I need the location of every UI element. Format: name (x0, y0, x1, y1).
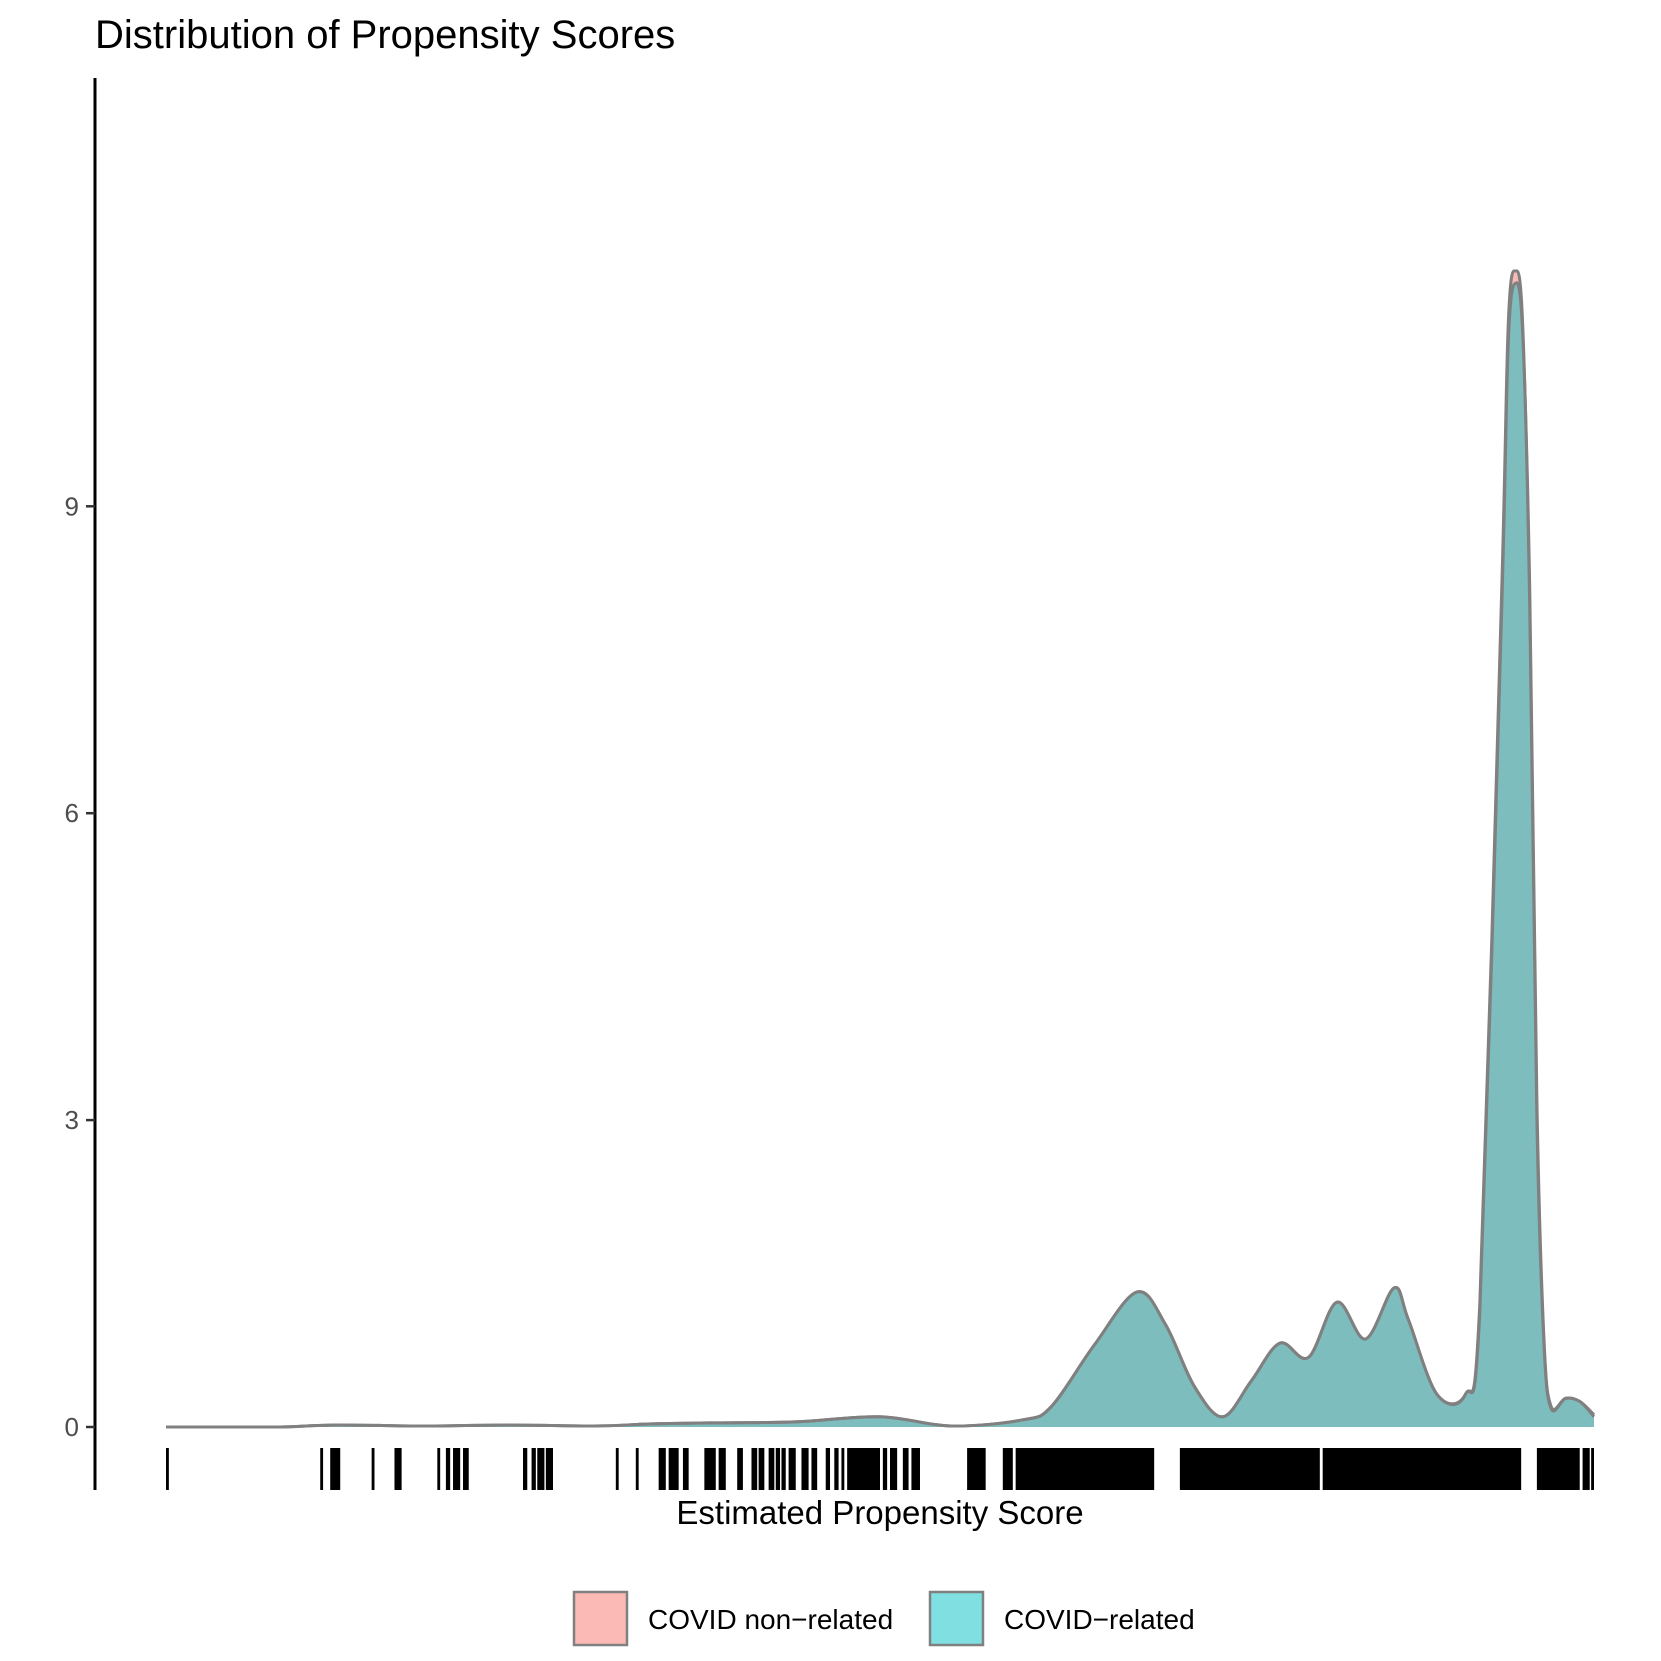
rug-mark (882, 1448, 888, 1490)
rug-mark (1536, 1448, 1580, 1490)
y-axis-ticks: 0 3 6 9 (65, 491, 95, 1442)
rug-mark (668, 1448, 679, 1490)
legend-label-related: COVID−related (1004, 1604, 1195, 1635)
rug-mark (166, 1448, 169, 1490)
density-outline-series-0 (165, 269, 1596, 1429)
rug-mark (911, 1448, 920, 1490)
rug-mark (775, 1448, 781, 1490)
rug-mark (537, 1448, 545, 1490)
rug-mark (394, 1448, 402, 1490)
y-tick-label: 9 (65, 491, 79, 521)
rug-mark (847, 1448, 880, 1490)
rug-mark (890, 1448, 898, 1490)
rug-mark (841, 1448, 845, 1490)
rug-mark (635, 1448, 639, 1490)
rug-mark (1591, 1448, 1594, 1490)
rug-mark (801, 1448, 809, 1490)
legend-swatch-non-related (572, 1590, 629, 1647)
rug-mark (1015, 1448, 1155, 1490)
rug-mark (781, 1448, 786, 1490)
y-tick-label: 6 (65, 798, 79, 828)
rug-mark (615, 1448, 619, 1490)
x-axis-label: Estimated Propensity Score (676, 1494, 1083, 1531)
rug-mark (788, 1448, 796, 1490)
rug-mark (523, 1448, 528, 1490)
y-tick-label: 0 (65, 1412, 79, 1442)
chart-title: Distribution of Propensity Scores (95, 13, 675, 57)
rug-layer (166, 1448, 1594, 1490)
legend-swatch-related (928, 1590, 985, 1647)
rug-mark (967, 1448, 986, 1490)
rug-mark (320, 1448, 324, 1490)
rug-mark (1582, 1448, 1590, 1490)
rug-mark (811, 1448, 818, 1490)
density-outline-series-1 (165, 281, 1596, 1429)
rug-mark (737, 1448, 743, 1490)
rug-mark (545, 1448, 553, 1490)
rug-mark (825, 1448, 831, 1490)
rug-mark (453, 1448, 461, 1490)
rug-mark (445, 1448, 451, 1490)
density-layer (165, 269, 1596, 1429)
rug-mark (371, 1448, 375, 1490)
rug-mark (330, 1448, 341, 1490)
y-tick-label: 3 (65, 1105, 79, 1135)
density-area-series-0 (166, 270, 1594, 1427)
rug-mark (1002, 1448, 1013, 1490)
rug-mark (682, 1448, 689, 1490)
legend: COVID non−related COVID−related (572, 1590, 1195, 1647)
rug-mark (704, 1448, 716, 1490)
rug-mark (834, 1448, 839, 1490)
rug-mark (437, 1448, 441, 1490)
rug-mark (758, 1448, 765, 1490)
rug-mark (1179, 1448, 1320, 1490)
legend-label-non-related: COVID non−related (648, 1604, 893, 1635)
rug-mark (1322, 1448, 1522, 1490)
rug-mark (658, 1448, 666, 1490)
rug-mark (531, 1448, 536, 1490)
rug-mark (902, 1448, 909, 1490)
rug-mark (718, 1448, 726, 1490)
rug-mark (751, 1448, 758, 1490)
density-area-series-1 (166, 282, 1594, 1428)
rug-mark (463, 1448, 469, 1490)
rug-mark (768, 1448, 775, 1490)
